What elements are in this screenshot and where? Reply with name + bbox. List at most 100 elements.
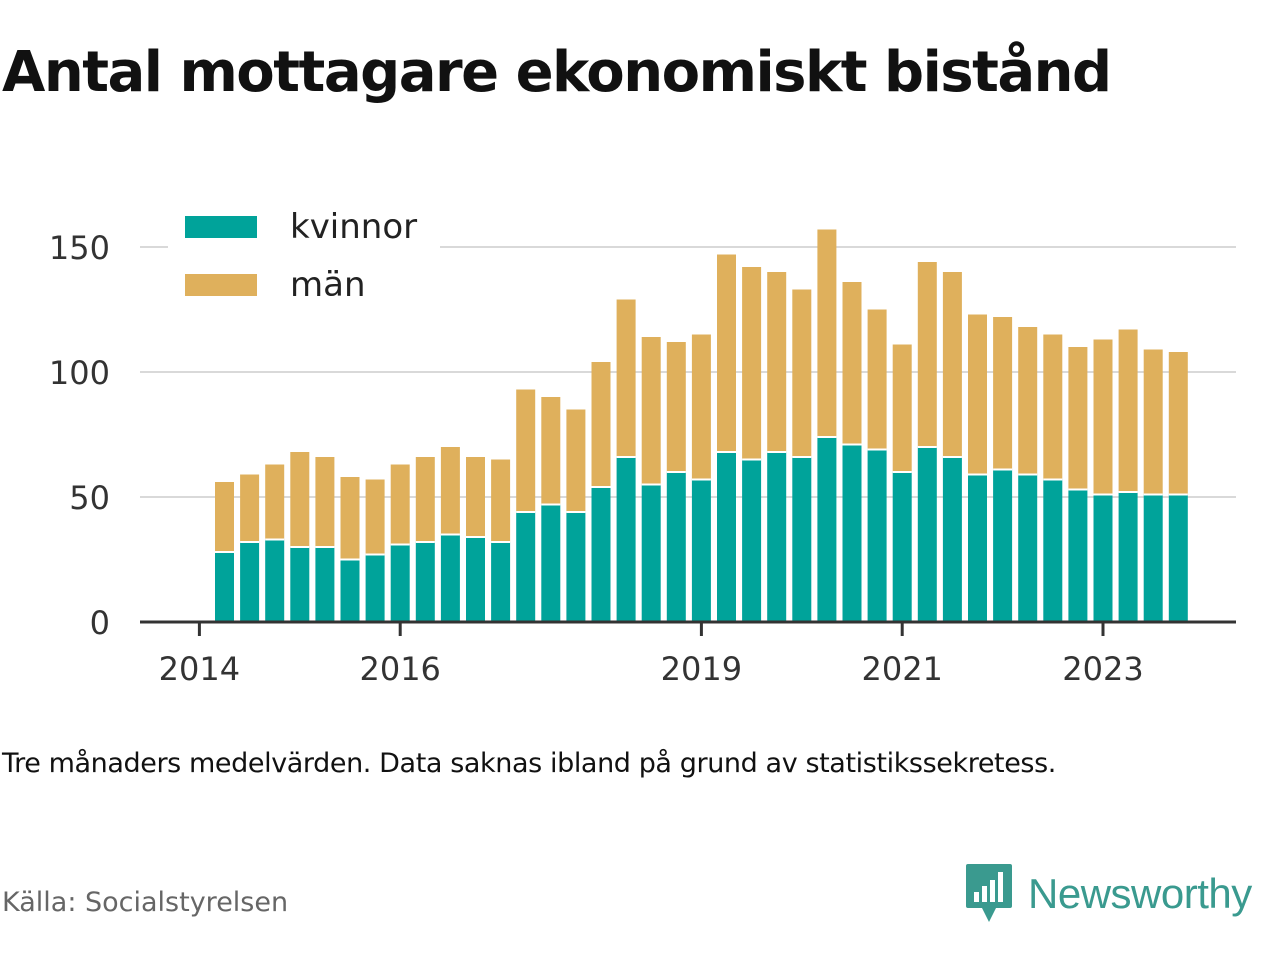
bar-man-0: [215, 482, 234, 552]
legend: kvinnor män: [168, 206, 440, 318]
bar-man-14: [566, 409, 586, 512]
bar-man-38: [1168, 352, 1188, 495]
bar-kvinnor-38: [1168, 494, 1188, 622]
bar-man-29: [942, 272, 962, 457]
bar-kvinnor-4: [315, 547, 335, 622]
bar-kvinnor-34: [1068, 489, 1088, 622]
bar-man-20: [717, 254, 736, 452]
bar-man-26: [867, 309, 887, 450]
bar-man-30: [968, 314, 987, 475]
x-tick-label: 2023: [1062, 650, 1143, 688]
bar-kvinnor-36: [1118, 492, 1138, 622]
bar-kvinnor-30: [968, 474, 987, 622]
x-tick-label: 2021: [861, 650, 942, 688]
bar-kvinnor-24: [817, 437, 837, 622]
bar-man-11: [491, 459, 511, 542]
bar-man-28: [917, 262, 937, 447]
bar-man-9: [440, 447, 460, 535]
bar-man-25: [842, 282, 862, 445]
bar-man-10: [466, 457, 485, 537]
bar-kvinnor-1: [240, 542, 260, 622]
bar-kvinnor-19: [691, 479, 711, 622]
bar-kvinnor-13: [541, 504, 561, 622]
bar-man-23: [792, 289, 812, 457]
bar-man-15: [591, 362, 611, 487]
legend-swatch-man: [185, 274, 257, 296]
bar-man-22: [767, 272, 787, 452]
bar-kvinnor-14: [566, 512, 586, 622]
bar-kvinnor-7: [390, 544, 410, 622]
bar-kvinnor-28: [917, 447, 937, 622]
bar-kvinnor-12: [516, 512, 536, 622]
legend-label: kvinnor: [290, 207, 417, 247]
legend-label: män: [290, 265, 366, 305]
bar-man-32: [1018, 327, 1038, 475]
y-tick-label: 150: [49, 229, 110, 267]
axes: 0 50 100 150 2014 2016 2019 2021 2023: [49, 229, 1236, 688]
bar-kvinnor-17: [641, 484, 661, 622]
bar-man-6: [365, 479, 385, 555]
bar-man-18: [666, 342, 686, 472]
bar-man-2: [265, 464, 285, 540]
bar-kvinnor-27: [892, 472, 912, 622]
bar-man-19: [691, 334, 711, 480]
bar-man-1: [240, 474, 260, 542]
legend-swatch-kvinnor: [185, 216, 257, 238]
y-tick-label: 0: [90, 604, 110, 642]
y-tick-label: 50: [69, 479, 110, 517]
x-tick-label: 2016: [359, 650, 440, 688]
source-label: Källa: Socialstyrelsen: [2, 887, 289, 918]
bar-kvinnor-20: [717, 452, 736, 622]
bar-man-24: [817, 229, 837, 437]
brand-logo: Newsworthy: [964, 862, 1252, 926]
bar-man-13: [541, 397, 561, 505]
x-tick-label: 2019: [661, 650, 742, 688]
brand-name: Newsworthy: [1028, 870, 1252, 917]
bar-kvinnor-5: [340, 559, 360, 622]
bar-man-4: [315, 457, 335, 547]
bar-kvinnor-35: [1093, 494, 1113, 622]
bar-kvinnor-10: [466, 537, 485, 622]
bar-kvinnor-0: [215, 552, 234, 622]
newsworthy-logo-icon: [966, 864, 1012, 922]
bar-kvinnor-37: [1143, 494, 1163, 622]
bar-kvinnor-15: [591, 487, 611, 622]
bar-man-3: [290, 452, 310, 547]
bar-man-34: [1068, 347, 1088, 490]
bar-kvinnor-11: [491, 542, 511, 622]
bar-man-12: [516, 389, 536, 512]
bar-kvinnor-22: [767, 452, 787, 622]
bar-kvinnor-32: [1018, 474, 1038, 622]
bar-kvinnor-21: [742, 459, 762, 622]
bar-man-37: [1143, 349, 1163, 495]
bar-man-35: [1093, 339, 1113, 495]
chart-title: Antal mottagare ekonomiskt bistånd: [2, 40, 1112, 105]
bar-kvinnor-31: [993, 469, 1013, 622]
bar-kvinnor-25: [842, 444, 862, 622]
bar-kvinnor-29: [942, 457, 962, 622]
bar-kvinnor-23: [792, 457, 812, 622]
bar-kvinnor-2: [265, 539, 285, 622]
bar-man-36: [1118, 329, 1138, 492]
bar-man-21: [742, 267, 762, 460]
bar-kvinnor-8: [415, 542, 435, 622]
bar-kvinnor-18: [666, 472, 686, 622]
chart-note: Tre månaders medelvärden. Data saknas ib…: [2, 748, 1056, 779]
bar-man-33: [1043, 334, 1063, 480]
bar-man-16: [616, 299, 636, 457]
bar-man-31: [993, 317, 1013, 470]
bar-man-8: [415, 457, 435, 542]
x-tick-label: 2014: [159, 650, 240, 688]
bar-kvinnor-3: [290, 547, 310, 622]
bar-kvinnor-33: [1043, 479, 1063, 622]
bar-man-7: [390, 464, 410, 545]
bar-man-17: [641, 337, 661, 485]
bar-kvinnor-6: [365, 554, 385, 622]
bars: [215, 229, 1188, 622]
y-tick-label: 100: [49, 354, 110, 392]
bar-kvinnor-26: [867, 449, 887, 622]
bar-kvinnor-16: [616, 457, 636, 622]
bar-man-5: [340, 477, 360, 560]
stacked-bar-chart: 0 50 100 150 2014 2016 2019 2021 2023 kvinnor män: [49, 206, 1236, 688]
bar-kvinnor-9: [440, 534, 460, 622]
